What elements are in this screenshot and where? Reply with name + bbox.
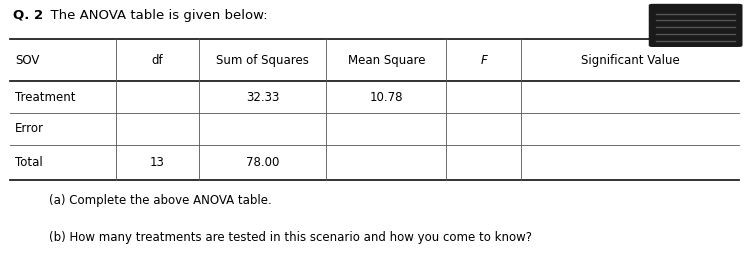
Text: (b) How many treatments are tested in this scenario and how you come to know?: (b) How many treatments are tested in th…: [49, 231, 532, 244]
Text: Treatment: Treatment: [15, 91, 76, 104]
Text: The ANOVA table is given below:: The ANOVA table is given below:: [42, 9, 268, 22]
FancyBboxPatch shape: [649, 4, 742, 47]
Text: Total: Total: [15, 156, 43, 169]
Text: (a) Complete the above ANOVA table.: (a) Complete the above ANOVA table.: [49, 194, 272, 207]
Text: 13: 13: [150, 156, 165, 169]
Text: F: F: [480, 54, 488, 67]
Text: 10.78: 10.78: [370, 91, 403, 104]
Text: Mean Square: Mean Square: [347, 54, 425, 67]
Text: df: df: [152, 54, 164, 67]
Text: SOV: SOV: [15, 54, 39, 67]
Text: 78.00: 78.00: [246, 156, 279, 169]
Text: 32.33: 32.33: [246, 91, 279, 104]
Text: Sum of Squares: Sum of Squares: [216, 54, 309, 67]
Text: Significant Value: Significant Value: [580, 54, 680, 67]
Text: Q. 2: Q. 2: [13, 9, 44, 22]
Text: Error: Error: [15, 122, 44, 135]
